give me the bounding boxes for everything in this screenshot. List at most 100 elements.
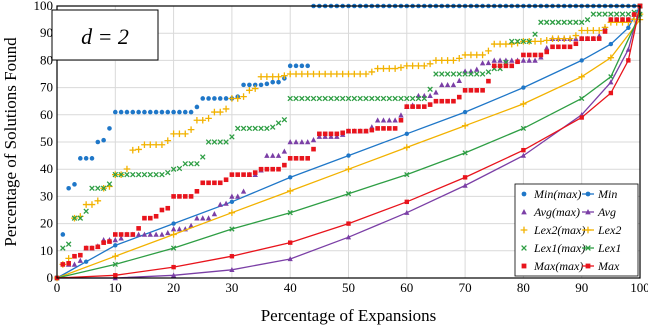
- data-point: [520, 38, 527, 45]
- x-tick-label: 90: [575, 280, 588, 295]
- x-tick-label: 80: [517, 280, 530, 295]
- legend-item: Lex2: [582, 223, 621, 237]
- data-point: [455, 55, 463, 62]
- data-point: [352, 128, 357, 134]
- data-point: [136, 109, 141, 115]
- data-point: [269, 73, 277, 81]
- data-point: [263, 73, 271, 81]
- data-point: [578, 73, 585, 80]
- data-point: [328, 95, 334, 102]
- legend-item: Lex1: [582, 241, 621, 255]
- data-point: [496, 40, 504, 48]
- data-point: [421, 95, 428, 102]
- data-point: [147, 171, 154, 178]
- data-point: [456, 94, 462, 100]
- data-point: [427, 92, 433, 99]
- data-point: [461, 122, 469, 129]
- data-point: [462, 175, 468, 180]
- data-point: [72, 253, 77, 259]
- data-point: [275, 73, 282, 81]
- data-point: [305, 63, 310, 69]
- data-point: [397, 64, 405, 71]
- data-point: [170, 245, 177, 251]
- data-point: [514, 38, 521, 45]
- y-axis-title: Percentage of Solutions Found: [1, 37, 20, 247]
- data-point: [486, 78, 491, 84]
- data-point: [544, 44, 550, 51]
- data-point: [549, 19, 556, 26]
- data-point: [351, 70, 358, 78]
- data-point: [380, 65, 387, 72]
- data-point: [240, 188, 247, 194]
- data-point: [113, 232, 118, 237]
- annotation-label: d = 2: [81, 24, 129, 49]
- data-point: [217, 139, 223, 145]
- legend-label: Lex1: [597, 241, 621, 255]
- data-point: [584, 27, 591, 34]
- y-tick-label: 30: [40, 188, 53, 203]
- data-point: [286, 70, 294, 78]
- data-point: [211, 108, 218, 116]
- data-point: [613, 11, 620, 17]
- data-point: [229, 254, 235, 259]
- plot-frame: [56, 5, 641, 279]
- data-point: [206, 180, 211, 186]
- data-point: [83, 259, 89, 264]
- data-point: [217, 201, 223, 207]
- data-point: [200, 96, 206, 101]
- data-point: [229, 172, 235, 177]
- data-point: [247, 172, 252, 177]
- data-point: [101, 240, 106, 245]
- data-point: [573, 41, 579, 47]
- data-point: [521, 147, 526, 153]
- data-point: [479, 60, 486, 66]
- data-point: [416, 104, 421, 109]
- data-point: [444, 57, 451, 64]
- data-point: [619, 11, 626, 17]
- data-point: [229, 267, 235, 273]
- data-point: [345, 234, 352, 240]
- legend-item: Avg: [582, 205, 616, 219]
- y-tick-label: 20: [40, 216, 53, 231]
- data-point: [130, 171, 136, 178]
- data-point: [427, 86, 433, 93]
- data-point: [288, 240, 293, 245]
- data-point: [252, 170, 258, 175]
- data-point: [159, 207, 165, 213]
- data-point: [462, 71, 468, 77]
- legend-item: Lex1(max): [521, 241, 585, 255]
- data-point: [386, 117, 393, 123]
- data-point: [479, 51, 486, 59]
- data-point: [346, 153, 351, 158]
- data-point: [485, 69, 492, 75]
- data-point: [247, 82, 252, 88]
- data-point: [608, 41, 614, 47]
- data-point: [60, 232, 66, 237]
- data-point: [229, 134, 235, 140]
- data-point: [462, 182, 468, 188]
- data-point: [485, 59, 492, 66]
- data-point: [497, 63, 503, 69]
- data-point: [426, 60, 434, 68]
- data-point: [229, 193, 235, 199]
- data-point: [608, 79, 614, 85]
- data-point: [170, 130, 177, 138]
- data-point: [345, 95, 352, 102]
- data-point: [72, 182, 77, 187]
- data-point: [212, 96, 217, 101]
- data-point: [450, 57, 457, 64]
- data-point: [270, 152, 276, 158]
- data-point: [420, 62, 428, 70]
- data-point: [293, 139, 299, 145]
- data-point: [520, 152, 526, 158]
- data-point: [357, 95, 363, 102]
- data-point: [176, 226, 183, 232]
- data-point: [305, 156, 310, 161]
- y-tick-label: 70: [40, 80, 53, 95]
- data-point: [579, 58, 584, 63]
- legend-item: Max(max): [521, 259, 583, 273]
- data-point: [299, 63, 305, 69]
- data-point: [135, 231, 142, 237]
- data-point: [585, 263, 591, 269]
- data-point: [480, 88, 485, 93]
